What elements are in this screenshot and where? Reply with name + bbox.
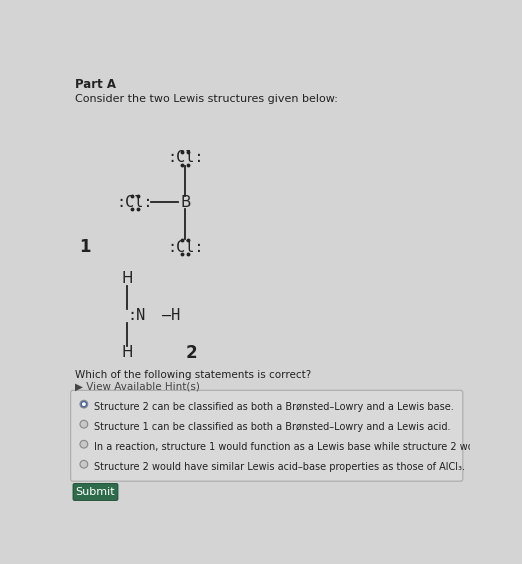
- Text: —H: —H: [162, 308, 181, 323]
- Text: 2: 2: [185, 343, 197, 362]
- Text: Consider the two Lewis structures given below:: Consider the two Lewis structures given …: [75, 94, 337, 104]
- Circle shape: [80, 400, 88, 408]
- Text: Structure 1 can be classified as both a Brønsted–Lowry and a Lewis acid.: Structure 1 can be classified as both a …: [94, 422, 450, 432]
- Circle shape: [80, 420, 88, 428]
- Text: :Cl:: :Cl:: [167, 150, 204, 165]
- Text: Submit: Submit: [76, 487, 115, 497]
- Circle shape: [80, 460, 88, 468]
- FancyBboxPatch shape: [73, 483, 118, 500]
- Text: Which of the following statements is correct?: Which of the following statements is cor…: [75, 371, 311, 380]
- Text: H: H: [122, 345, 133, 360]
- Text: :N: :N: [127, 308, 146, 323]
- Text: B: B: [180, 195, 191, 210]
- FancyBboxPatch shape: [70, 390, 463, 481]
- Text: Part A: Part A: [75, 78, 115, 91]
- Text: In a reaction, structure 1 would function as a Lewis base while structure 2 woul: In a reaction, structure 1 would functio…: [94, 442, 522, 452]
- Text: Structure 2 can be classified as both a Brønsted–Lowry and a Lewis base.: Structure 2 can be classified as both a …: [94, 402, 454, 412]
- Circle shape: [82, 402, 86, 406]
- Circle shape: [80, 440, 88, 448]
- Text: 1: 1: [79, 238, 91, 256]
- Text: ▶ View Available Hint(s): ▶ View Available Hint(s): [75, 382, 199, 392]
- Text: Structure 2 would have similar Lewis acid–base properties as those of AlCl₃.: Structure 2 would have similar Lewis aci…: [94, 462, 465, 472]
- Text: :Cl:: :Cl:: [117, 195, 153, 210]
- Text: :Cl:: :Cl:: [167, 240, 204, 254]
- Text: H: H: [122, 271, 133, 286]
